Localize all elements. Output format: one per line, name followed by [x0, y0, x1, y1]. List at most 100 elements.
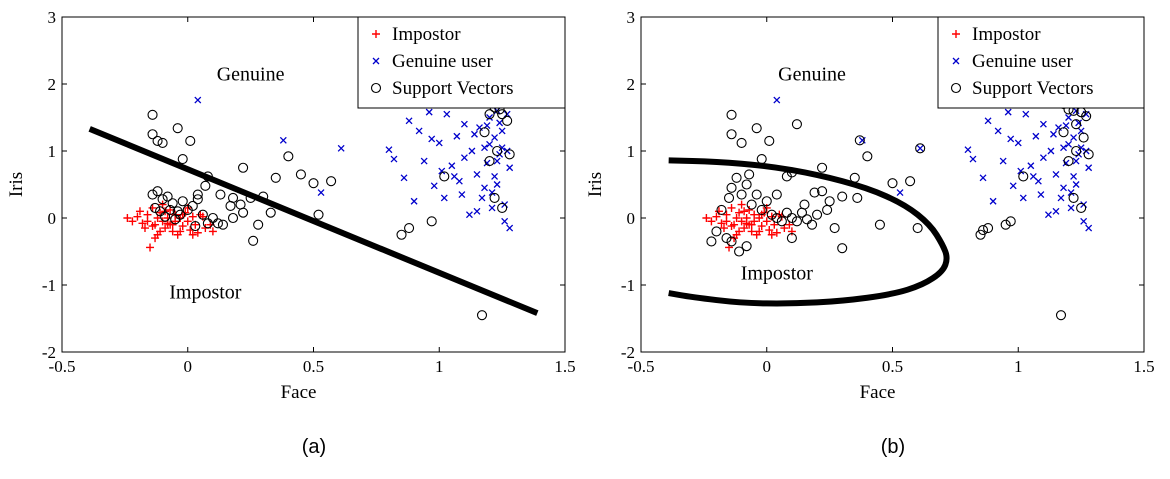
- x-point: [1052, 170, 1060, 178]
- region-annotation: Impostor: [169, 281, 242, 303]
- plus-point: [722, 210, 731, 219]
- x-tick-label: 0: [184, 357, 193, 376]
- circle-point: [265, 207, 276, 218]
- circle-point: [723, 192, 735, 203]
- plus-point: [712, 212, 721, 221]
- circle-point: [1083, 149, 1094, 160]
- circle-point: [776, 216, 787, 227]
- plus-point: [188, 230, 197, 239]
- x-point: [1019, 194, 1027, 202]
- plus-point: [727, 203, 736, 212]
- x-tick-label: 1: [435, 357, 444, 376]
- circle-point: [492, 145, 503, 157]
- legend-label: Support Vectors: [392, 78, 514, 99]
- x-point: [1039, 154, 1047, 162]
- legend-marker-x: [952, 57, 960, 65]
- circle-point: [809, 187, 820, 198]
- circle-point: [258, 191, 269, 202]
- circle-point: [152, 186, 163, 197]
- x-point: [471, 130, 478, 138]
- circle-point: [746, 199, 757, 210]
- circle-point: [165, 204, 176, 216]
- x-point: [506, 164, 514, 172]
- circle-point: [187, 200, 198, 211]
- circle-point: [829, 223, 840, 234]
- y-tick-label: -1: [42, 276, 56, 295]
- circle-point: [761, 196, 772, 207]
- circle-point: [313, 209, 324, 220]
- circle-point: [1081, 111, 1092, 122]
- x-point: [481, 144, 488, 152]
- plus-point: [765, 226, 774, 235]
- x-point: [1077, 144, 1085, 152]
- circle-point: [238, 162, 249, 173]
- circle-point: [160, 211, 171, 222]
- plus-point: [737, 217, 746, 226]
- circle-point: [811, 209, 823, 220]
- circle-point: [706, 236, 717, 247]
- circle-point: [801, 214, 813, 225]
- plus-point: [735, 227, 744, 236]
- circle-point: [177, 196, 188, 207]
- circle-point: [781, 207, 792, 218]
- x-tick-label: 0.5: [882, 357, 903, 376]
- circle-point: [253, 219, 264, 230]
- circle-point: [404, 223, 415, 234]
- legend-box: [357, 16, 566, 109]
- circle-point: [227, 192, 239, 203]
- x-point: [1060, 184, 1067, 192]
- x-point: [1014, 139, 1022, 147]
- x-point: [405, 117, 413, 125]
- circle-point: [484, 156, 495, 167]
- x-axis-label: Face: [860, 382, 896, 403]
- plus-point: [745, 205, 754, 214]
- x-point: [385, 146, 393, 154]
- circle-point: [192, 189, 203, 200]
- circle-point: [147, 189, 158, 200]
- plus-point: [176, 227, 185, 236]
- x-tick-label: 1.5: [1133, 357, 1154, 376]
- x-point: [486, 140, 494, 148]
- circle-point: [308, 178, 319, 189]
- y-tick-label: -2: [42, 343, 56, 362]
- plus-point: [123, 214, 132, 222]
- y-axis-label: Iris: [585, 172, 606, 197]
- y-tick-label: 2: [627, 75, 636, 94]
- x-point: [458, 191, 466, 199]
- legend: Impostor Genuine user Support Vectors: [357, 16, 566, 109]
- circle-point: [235, 199, 246, 210]
- x-point: [279, 136, 287, 144]
- circle-point: [766, 209, 777, 220]
- series-circle: [147, 92, 515, 321]
- x-point: [194, 96, 202, 104]
- circle-point: [734, 246, 745, 257]
- y-tick-label: 1: [48, 142, 57, 161]
- x-point: [465, 211, 473, 219]
- x-point: [1007, 135, 1015, 143]
- x-point: [773, 96, 781, 104]
- circle-point: [172, 123, 183, 134]
- x-point: [443, 110, 451, 118]
- legend: Impostor Genuine user Support Vectors: [937, 16, 1145, 109]
- circle-point: [726, 236, 737, 247]
- circle-point: [849, 172, 860, 183]
- x-point: [1009, 182, 1017, 190]
- x-point: [488, 204, 496, 212]
- x-point: [1050, 130, 1057, 138]
- circle-point: [756, 204, 767, 216]
- x-point: [1070, 173, 1078, 180]
- circle-point: [326, 176, 337, 187]
- x-point: [468, 147, 476, 155]
- x-point: [486, 114, 494, 121]
- x-point: [440, 194, 448, 202]
- circle-point: [887, 178, 898, 189]
- x-point: [1085, 224, 1093, 232]
- circle-point: [744, 169, 755, 180]
- x-point: [478, 194, 486, 202]
- circle-point: [147, 129, 158, 140]
- x-point: [1044, 211, 1052, 219]
- plus-point: [143, 217, 152, 226]
- x-point: [916, 144, 924, 152]
- x-point: [460, 154, 468, 162]
